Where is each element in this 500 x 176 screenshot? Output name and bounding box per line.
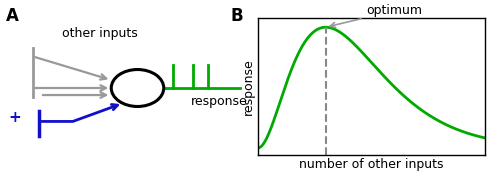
Text: +: + — [9, 110, 22, 125]
Text: response: response — [191, 95, 248, 108]
Y-axis label: response: response — [242, 58, 254, 115]
Text: B: B — [230, 7, 243, 25]
Text: other inputs: other inputs — [62, 27, 138, 40]
X-axis label: number of other inputs: number of other inputs — [299, 158, 444, 171]
Text: A: A — [6, 7, 19, 25]
Text: optimum: optimum — [330, 4, 422, 27]
